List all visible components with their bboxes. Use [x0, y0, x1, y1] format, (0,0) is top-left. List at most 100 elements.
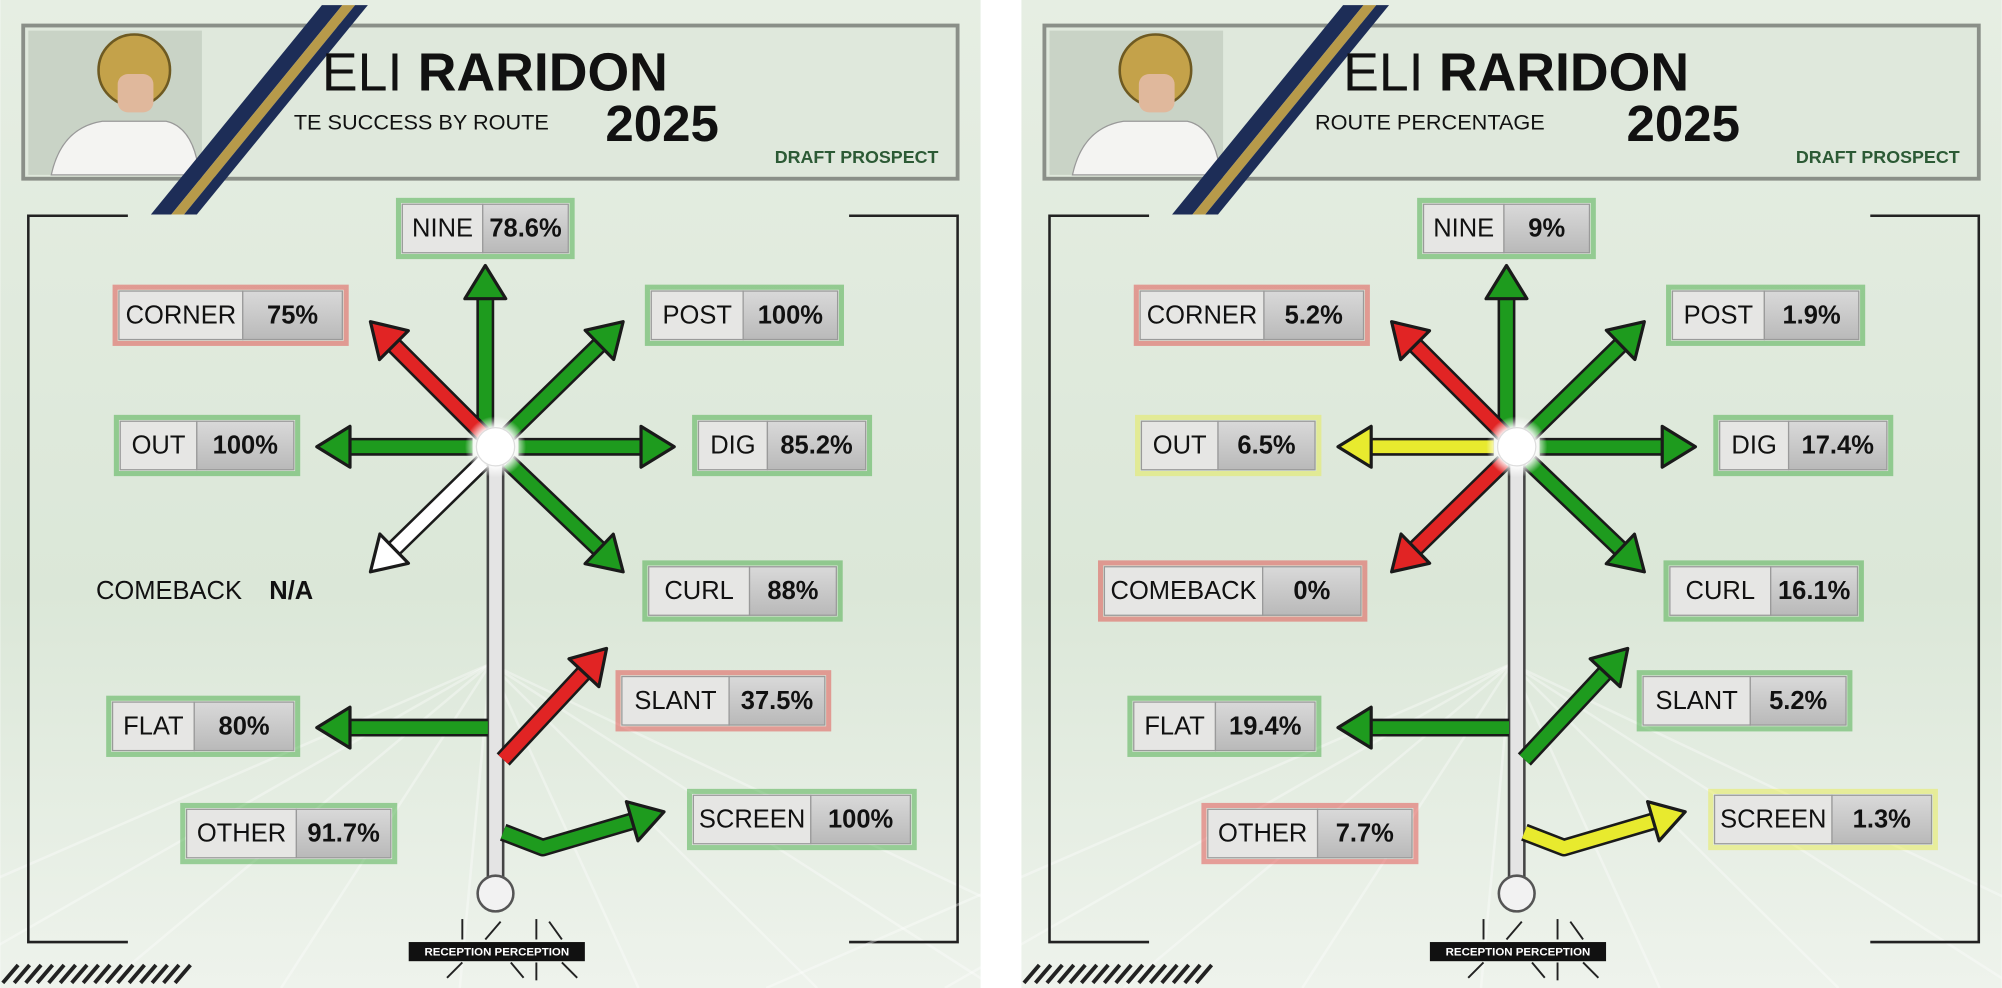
bracket-left	[27, 214, 128, 944]
route-box-glow	[1666, 284, 1866, 346]
route-value-cell	[766, 420, 867, 471]
route-label: NINE	[412, 215, 473, 243]
route-value: 78.6%	[489, 215, 562, 243]
route-box-glow	[686, 788, 917, 851]
route-label: OTHER	[1218, 820, 1307, 848]
arrow-head	[1390, 532, 1432, 574]
route-value: 80%	[219, 712, 270, 740]
route-value: 7.7%	[1336, 820, 1394, 848]
route-value-cell	[193, 701, 295, 752]
hatch	[1114, 963, 1133, 985]
arrow-head	[583, 320, 625, 362]
route-label-cell	[118, 290, 244, 341]
route-value: 6.5%	[1237, 432, 1295, 460]
arrow-head	[315, 705, 352, 750]
route-label: DIG	[710, 432, 755, 460]
route-box-glow	[1201, 802, 1419, 865]
player-body	[50, 120, 201, 176]
hatch	[24, 963, 43, 985]
route-label-cell	[648, 566, 751, 616]
route-value-cell	[742, 290, 839, 341]
hatch	[173, 963, 192, 985]
route-label: CURL	[1686, 577, 1755, 605]
badge: DRAFT PROSPECT	[1796, 147, 1960, 167]
arrow-head	[1660, 424, 1698, 469]
route-label: SLANT	[634, 687, 716, 715]
route-value-cell	[196, 420, 295, 471]
route-value-cell	[810, 794, 912, 845]
arrow-head	[1484, 263, 1529, 301]
hatch	[150, 963, 169, 985]
brand: RECEPTION PERCEPTION	[424, 946, 569, 958]
name-first: ELI	[1343, 43, 1423, 103]
route-value: 19.4%	[1229, 712, 1302, 740]
route-value: 5.2%	[1769, 687, 1827, 715]
arrow-head	[1336, 705, 1373, 750]
route-label: FLAT	[1144, 712, 1205, 740]
arrow-head	[639, 424, 676, 469]
hatch	[1022, 963, 1041, 985]
route-box-glow	[1663, 560, 1864, 622]
route-label: CORNER	[1147, 301, 1258, 329]
hatch	[12, 963, 32, 985]
stripe-navy-2	[1205, 5, 1390, 215]
hatch	[1102, 963, 1122, 985]
hatch	[93, 963, 112, 985]
route-value-cell	[1316, 808, 1413, 859]
arrow-head	[315, 424, 352, 469]
route-value-cell	[482, 203, 569, 254]
panel: ELI RARIDON ROUTE PERCENTAGE 2025 DRAFT PROS…	[765, 0, 2002, 988]
stem-base	[1497, 874, 1536, 913]
route-box-glow	[113, 414, 301, 477]
player-name: ELI RARIDON	[322, 43, 668, 103]
arrow-head	[1336, 424, 1373, 469]
route-value: 1.3%	[1853, 806, 1911, 834]
route-label-cell	[692, 794, 812, 845]
route-value-cell	[1217, 420, 1316, 471]
brand-box	[408, 942, 585, 962]
player-name: ELI RARIDON	[1343, 43, 1689, 103]
route-box-glow	[644, 284, 844, 346]
field-line	[458, 663, 492, 988]
arrow-head	[1604, 320, 1646, 362]
route-value: 91.7%	[307, 820, 380, 848]
brand-mark	[484, 920, 502, 941]
field-line	[0, 662, 491, 879]
hatch	[1056, 963, 1076, 985]
route-value: 0%	[1293, 577, 1330, 605]
route-value: N/A	[269, 577, 313, 605]
route-value-cell	[1263, 290, 1365, 341]
year: 2025	[1627, 95, 1741, 152]
route-label: POST	[1684, 301, 1753, 329]
arrow-head	[368, 320, 410, 362]
route-value: 16.1%	[1778, 577, 1851, 605]
route-box-glow	[1417, 197, 1596, 260]
route-value: 88%	[767, 577, 818, 605]
hatch	[1125, 963, 1145, 985]
route-label-cell	[1642, 675, 1751, 726]
route-box-glow	[106, 695, 301, 757]
route-box-glow	[1135, 414, 1322, 477]
hatch	[70, 963, 89, 985]
arrow-shaft	[389, 340, 488, 439]
hatch	[1194, 963, 1214, 985]
brand-mark	[446, 961, 463, 979]
stem-base	[476, 874, 515, 913]
hub	[475, 426, 516, 467]
arrow-shaft	[1410, 457, 1509, 554]
route-value: 37.5%	[741, 687, 814, 715]
arrow-shaft	[1410, 340, 1509, 439]
hatch	[1160, 963, 1179, 985]
route-label-cell	[185, 808, 298, 859]
route-value-cell	[1262, 566, 1362, 616]
arrow-shaft	[503, 457, 604, 554]
route-label: OUT	[132, 432, 186, 460]
hatch	[116, 963, 135, 985]
route-label: CURL	[664, 577, 733, 605]
route-box-glow	[1713, 414, 1894, 477]
route-label: POST	[662, 301, 731, 329]
field-line	[1479, 663, 1513, 988]
arrow-shaft	[1519, 668, 1610, 764]
brand: RECEPTION PERCEPTION	[1446, 946, 1591, 958]
route-label-cell	[1207, 808, 1319, 859]
